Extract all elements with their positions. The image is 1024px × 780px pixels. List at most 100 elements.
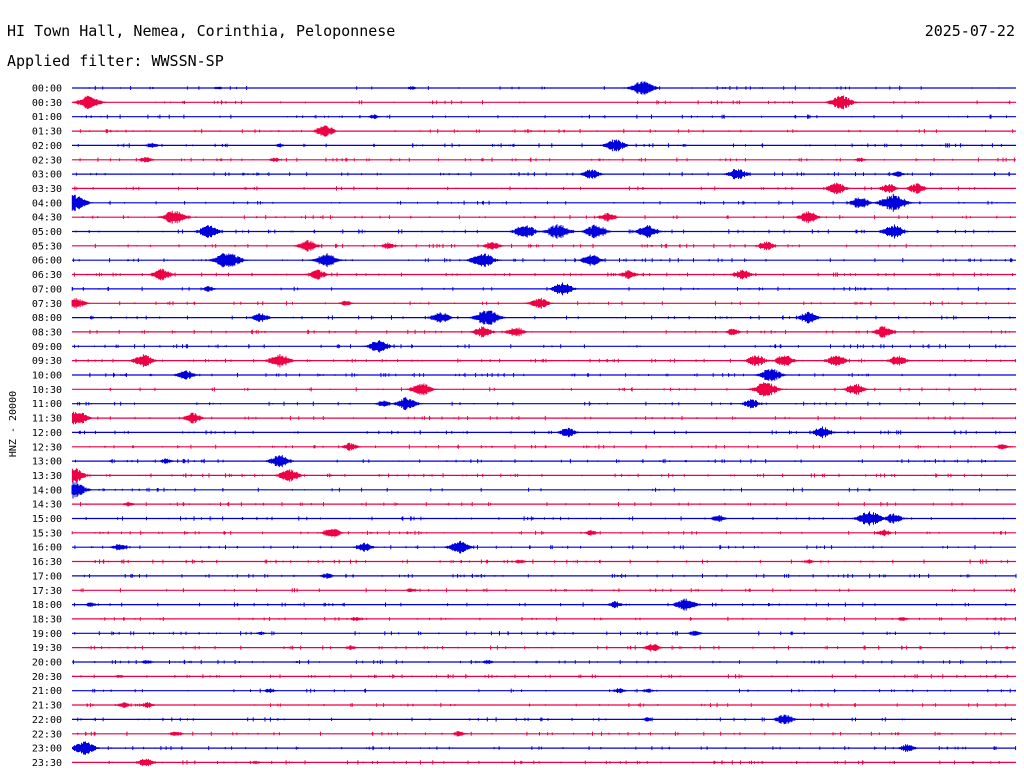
seismic-event-burst	[848, 157, 873, 162]
seismic-event-burst	[748, 241, 784, 251]
trace-noise	[72, 659, 1002, 665]
trace-row-0530: 05:30	[32, 240, 1016, 252]
seismic-event-burst	[154, 458, 178, 464]
seismic-event-burst	[137, 660, 157, 664]
time-tick-label: 13:00	[32, 457, 62, 468]
time-tick-label: 23:00	[32, 744, 62, 755]
seismic-event-burst	[373, 242, 403, 250]
seismic-event-burst	[332, 300, 360, 306]
seismic-event-burst	[577, 530, 605, 536]
trace-noise	[80, 114, 1007, 119]
trace-row-0130: 01:30	[32, 125, 1016, 138]
trace-row-1030: 10:30	[32, 382, 1017, 397]
seismic-event-burst	[804, 426, 841, 439]
trace-row-1800: 18:00	[32, 598, 1016, 611]
seismic-event-burst	[120, 354, 164, 368]
trace-row-0830: 08:30	[32, 326, 1016, 338]
time-tick-label: 01:30	[32, 127, 62, 138]
trace-row-1230: 12:30	[32, 442, 1016, 453]
seismic-event-burst	[868, 529, 898, 537]
seismic-event-burst	[683, 630, 707, 636]
seismic-event-burst	[304, 125, 346, 137]
trace-row-1930: 19:30	[32, 643, 1016, 654]
seismic-event-burst	[608, 688, 631, 694]
seismic-event-burst	[735, 399, 768, 409]
time-tick-label: 15:00	[32, 514, 62, 525]
trace-row-0200: 02:00	[32, 139, 1016, 152]
trace-row-0330: 03:30	[32, 182, 1016, 195]
seismic-event-burst	[796, 559, 821, 564]
seismic-event-burst	[787, 211, 829, 224]
trace-row-1900: 19:00	[32, 629, 1016, 640]
seismic-event-burst	[80, 602, 101, 607]
seismic-event-burst	[818, 95, 865, 110]
time-tick-label: 08:30	[32, 327, 62, 338]
trace-noise	[77, 100, 1011, 105]
seismic-event-burst	[404, 86, 421, 90]
seismic-event-burst	[338, 645, 363, 650]
filter-label: Applied filter: WWSSN-SP	[7, 52, 224, 70]
trace-row-0030: 00:30	[32, 95, 1016, 110]
trace-row-0500: 05:00	[32, 224, 1016, 239]
time-tick-label: 00:00	[32, 84, 62, 95]
seismic-event-burst	[245, 313, 277, 322]
seismic-event-burst	[764, 355, 806, 366]
seismic-event-burst	[893, 744, 923, 752]
seismic-event-burst	[162, 731, 190, 736]
trace-noise	[79, 128, 1014, 134]
time-tick-label: 19:30	[32, 643, 62, 654]
seismic-event-burst	[705, 515, 731, 522]
time-tick-label: 08:00	[32, 313, 62, 324]
seismic-event-burst	[386, 397, 429, 411]
seismic-event-burst	[343, 617, 368, 621]
trace-row-0400: 04:00	[32, 193, 1016, 212]
trace-noise	[77, 200, 1009, 205]
seismic-event-burst	[173, 412, 212, 424]
seismic-event-burst	[258, 455, 301, 468]
trace-row-1430: 14:30	[32, 500, 1016, 511]
seismic-event-burst	[134, 702, 161, 708]
time-tick-label: 12:00	[32, 428, 62, 439]
seismic-event-burst	[399, 383, 443, 396]
seismic-event-burst	[816, 182, 858, 195]
trace-row-2200: 22:00	[32, 714, 1016, 726]
seismic-event-burst	[478, 659, 498, 665]
seismic-event-burst	[116, 501, 141, 507]
time-tick-label: 10:00	[32, 371, 62, 382]
seismic-event-burst	[140, 142, 163, 148]
seismic-event-burst	[574, 169, 610, 179]
trace-noise	[83, 573, 1017, 579]
seismic-event-burst	[626, 225, 668, 238]
seismic-event-burst	[141, 268, 183, 281]
seismic-event-burst	[890, 617, 915, 621]
time-tick-label: 07:00	[32, 284, 62, 295]
trace-row-0230: 02:30	[32, 155, 1016, 166]
seismic-event-burst	[364, 114, 384, 119]
seismic-event-burst	[816, 355, 858, 366]
trace-noise	[72, 674, 1009, 679]
seismic-event-burst	[748, 368, 794, 382]
time-tick-label: 22:00	[32, 715, 62, 726]
time-tick-label: 06:30	[32, 270, 62, 281]
time-tick-label: 09:00	[32, 342, 62, 353]
trace-row-1700: 17:00	[32, 571, 1017, 582]
trace-row-2300: 23:00	[32, 741, 1017, 755]
seismic-event-burst	[420, 312, 460, 323]
seismic-event-burst	[867, 193, 921, 212]
seismic-event-burst	[741, 382, 791, 397]
time-tick-label: 17:00	[32, 571, 62, 582]
seismic-event-burst	[71, 194, 100, 211]
seismic-event-burst	[593, 139, 636, 152]
trace-noise	[108, 760, 1000, 765]
time-tick-label: 20:30	[32, 672, 62, 683]
seismic-event-burst	[590, 212, 626, 222]
trace-row-2330: 23:30	[32, 758, 1016, 769]
trace-row-0300: 03:00	[32, 169, 1016, 181]
seismic-event-burst	[462, 310, 513, 325]
seismic-event-burst	[262, 157, 287, 162]
trace-noise	[80, 502, 963, 507]
time-tick-label: 06:00	[32, 256, 62, 267]
seismic-event-burst	[601, 601, 628, 609]
seismic-event-burst	[719, 169, 757, 180]
